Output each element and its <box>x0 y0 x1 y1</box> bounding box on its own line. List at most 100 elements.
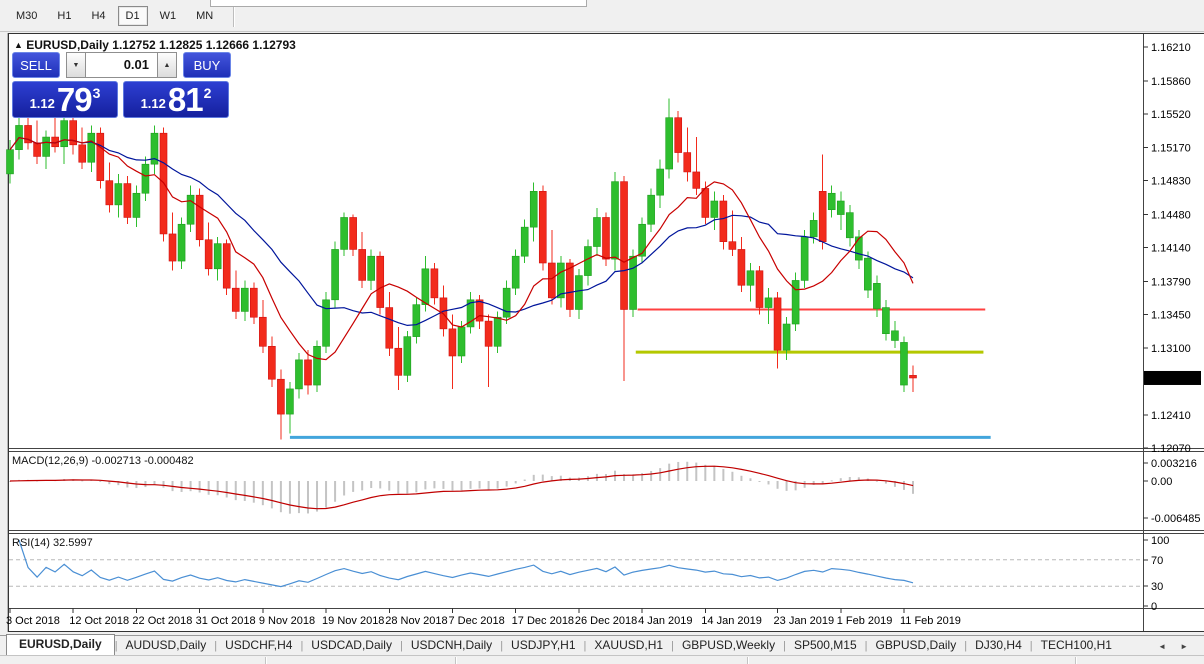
candle-body <box>78 144 87 163</box>
candle-body <box>358 249 366 281</box>
svg-text:1.12410: 1.12410 <box>1151 410 1191 422</box>
svg-text:1.13790: 1.13790 <box>1151 276 1191 288</box>
candle-body <box>277 378 285 415</box>
candle-body <box>367 255 376 281</box>
timeframe-button-mn[interactable]: MN <box>196 9 214 22</box>
svg-text:1.16210: 1.16210 <box>1151 42 1191 54</box>
candle-body <box>818 191 827 242</box>
tab-separator: | <box>964 640 968 652</box>
chart-tab-gbpusd-weekly[interactable]: GBPUSD,Weekly <box>681 638 776 652</box>
tab-scroll-left-icon[interactable]: ◄ <box>1158 642 1167 651</box>
candle-body <box>593 217 601 247</box>
candle-body <box>710 200 719 218</box>
candle-body <box>466 299 475 328</box>
volume-input[interactable]: 0.01 <box>86 52 157 78</box>
chart-tab-usdcnh-daily[interactable]: USDCNH,Daily <box>410 638 493 652</box>
chart-tab-usdcad-daily[interactable]: USDCAD,Daily <box>311 638 392 652</box>
candle-body <box>457 326 466 357</box>
buy-button[interactable]: BUY <box>183 52 231 78</box>
candle-body <box>186 194 195 225</box>
candle-body <box>529 191 538 228</box>
svg-text:17 Dec 2018: 17 Dec 2018 <box>512 615 574 627</box>
buy-price-pip: 2 <box>203 85 212 101</box>
tab-separator: | <box>300 640 304 652</box>
chart-tab-audusd-daily[interactable]: AUDUSD,Daily <box>125 638 207 652</box>
sell-price-prefix: 1.12 <box>29 96 55 111</box>
sell-price-display[interactable]: 1.12 79 3 <box>12 81 118 118</box>
candle-body <box>638 223 646 257</box>
candle-body <box>250 287 258 318</box>
tab-scroll-right-icon[interactable]: ► <box>1180 642 1188 651</box>
candle-body <box>746 270 755 286</box>
candle-body <box>493 316 502 347</box>
one-click-trading-panel: SELL ▼ 0.01 ▲ BUY 1.12 79 3 1.12 81 2 <box>12 52 231 118</box>
candle-body <box>809 220 818 238</box>
candle-body <box>864 257 872 291</box>
sell-button[interactable]: SELL <box>12 52 60 78</box>
rsi-value: 32.5997 <box>52 537 93 549</box>
svg-text:11 Feb 2019: 11 Feb 2019 <box>900 615 961 627</box>
chart-tab-usdjpy-h1[interactable]: USDJPY,H1 <box>511 638 576 652</box>
svg-text:12 Oct 2018: 12 Oct 2018 <box>69 615 129 627</box>
chart-tab-dj30-h4[interactable]: DJ30,H4 <box>975 638 1022 652</box>
candle-body <box>620 181 628 310</box>
candle-body <box>60 120 68 148</box>
candle-body <box>629 255 637 310</box>
volume-decrease-button[interactable]: ▼ <box>66 52 86 78</box>
ma-fast-line <box>9 136 914 361</box>
candle-body <box>692 171 701 189</box>
candle-body <box>520 226 529 257</box>
chart-tab-eurusd-daily[interactable]: EURUSD,Daily <box>6 634 115 655</box>
timeframe-button-d1[interactable]: D1 <box>117 5 148 26</box>
candle-body <box>322 299 330 347</box>
svg-text:1.15860: 1.15860 <box>1151 76 1191 88</box>
candle-body <box>728 241 737 250</box>
candle-body <box>557 262 565 299</box>
timeframe-button-h4[interactable]: H4 <box>91 9 106 22</box>
candle-body <box>222 243 231 289</box>
candle-body <box>800 236 809 281</box>
candle-body <box>213 243 222 270</box>
chart-tab-sp500-m15[interactable]: SP500,M15 <box>793 638 857 652</box>
svg-text:1.14830: 1.14830 <box>1151 176 1191 188</box>
svg-text:100: 100 <box>1151 535 1169 547</box>
sell-price-main: 79 <box>56 81 93 118</box>
candle-body <box>96 132 105 181</box>
chart-tab-gbpusd-daily[interactable]: GBPUSD,Daily <box>875 638 957 652</box>
tab-separator: | <box>214 640 218 652</box>
tab-separator: | <box>399 640 403 652</box>
candle-body <box>331 249 339 301</box>
candle-body <box>909 375 917 379</box>
chart-tab-usdchf-h4[interactable]: USDCHF,H4 <box>225 638 293 652</box>
chart-tab-xauusd-h1[interactable]: XAUUSD,H1 <box>594 638 664 652</box>
tab-separator: | <box>671 640 674 652</box>
candle-body <box>295 359 303 390</box>
candle-body <box>177 223 186 262</box>
candle-body <box>259 316 267 347</box>
svg-text:28 Nov 2018: 28 Nov 2018 <box>385 615 447 627</box>
candle-body <box>845 212 854 239</box>
buy-price-main: 81 <box>167 81 204 118</box>
chart-tab-tech100-h1[interactable]: TECH100,H1 <box>1040 638 1112 652</box>
candle-body <box>340 217 348 250</box>
candle-body <box>123 183 132 218</box>
pane-borders <box>9 34 1204 631</box>
timeframe-button-m30[interactable]: M30 <box>16 9 38 22</box>
tab-separator: | <box>783 640 786 652</box>
candle-body <box>87 132 96 163</box>
tab-separator: | <box>500 640 504 652</box>
candle-body <box>575 275 583 310</box>
timeframe-button-w1[interactable]: W1 <box>159 9 177 22</box>
candle-body <box>132 192 141 218</box>
macd-name: MACD(12,26,9) <box>12 455 89 467</box>
buy-price-display[interactable]: 1.12 81 2 <box>123 81 229 118</box>
chart-ohlc-values: 1.12752 1.12825 1.12666 1.12793 <box>112 38 296 52</box>
candle-body <box>674 117 683 153</box>
timeframe-button-h1[interactable]: H1 <box>57 9 72 22</box>
candle-body <box>195 194 204 241</box>
tab-separator: | <box>583 640 587 652</box>
svg-text:1.15170: 1.15170 <box>1151 143 1191 155</box>
candle-body <box>430 268 439 299</box>
volume-increase-button[interactable]: ▲ <box>157 52 177 78</box>
